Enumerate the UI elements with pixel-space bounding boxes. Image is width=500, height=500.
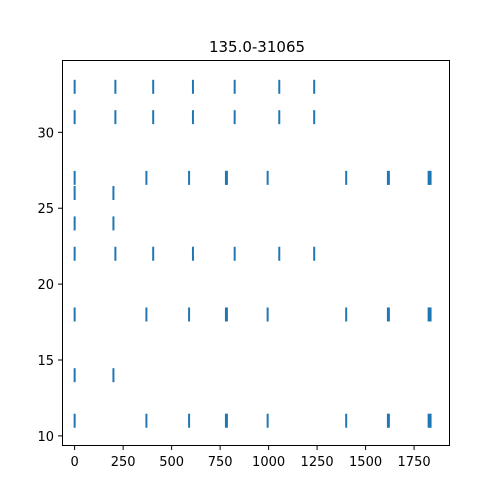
x-tick-label: 1750 [398,455,431,470]
x-tick-label: 1000 [252,455,285,470]
x-tick-label: 250 [111,455,136,470]
y-tick-label: 15 [37,354,54,369]
chart-title: 135.0-31065 [209,38,305,56]
y-tick-label: 25 [37,202,54,217]
x-axis: 0 250 500 750 1000 1250 1500 1750 [70,445,431,470]
x-tick-label: 500 [159,455,184,470]
y-axis: 10 15 20 25 30 [37,126,63,445]
x-tick-label: 1500 [349,455,382,470]
x-tick-label: 1250 [301,455,334,470]
y-tick-label: 10 [37,430,54,445]
y-tick-label: 30 [37,126,54,141]
plot-frame [62,60,450,446]
chart-marks [73,79,432,428]
y-tick-label: 20 [37,278,54,293]
x-tick-label: 0 [70,455,78,470]
x-tick-label: 750 [208,455,233,470]
